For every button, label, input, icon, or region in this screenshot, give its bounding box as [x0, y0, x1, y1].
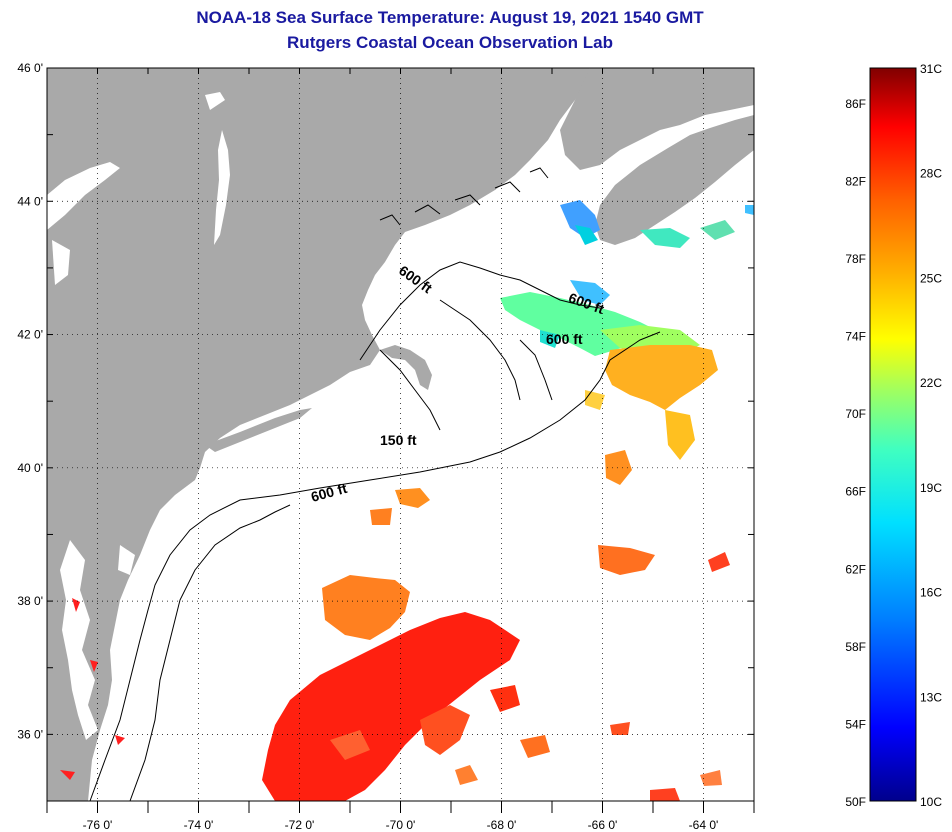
colorbar-fahrenheit-label: 86F	[845, 97, 866, 111]
colorbar-celsius-label: 25C	[920, 271, 942, 285]
land-new-brunswick	[560, 68, 754, 170]
land-us-mainland	[47, 68, 590, 801]
lake-champlain	[214, 130, 230, 245]
colorbar-celsius-label: 31C	[920, 62, 942, 76]
lon-tick-label: -70 0'	[386, 818, 416, 832]
delaware-bay	[118, 545, 135, 575]
lat-tick-label: 44 0'	[17, 194, 43, 208]
colorbar-fahrenheit-label: 66F	[845, 485, 866, 499]
colorbar-celsius-label: 28C	[920, 167, 942, 181]
lon-tick-label: -66 0'	[588, 818, 618, 832]
lat-tick-label: 46 0'	[17, 61, 43, 75]
lon-tick-label: -76 0'	[83, 818, 113, 832]
colorbar-fahrenheit-label: 82F	[845, 174, 866, 188]
colorbar-fahrenheit-label: 70F	[845, 407, 866, 421]
chesapeake-bay	[60, 540, 98, 740]
lat-tick-label: 36 0'	[17, 727, 43, 741]
sst-patches	[60, 200, 754, 801]
grid-lines	[47, 68, 754, 801]
land-long-island	[205, 408, 312, 452]
land-cape-cod	[380, 345, 432, 390]
colorbar-fahrenheit-label: 78F	[845, 252, 866, 266]
colorbar-celsius-label: 10C	[920, 795, 942, 809]
coastal-islands	[379, 167, 549, 226]
contour-label: 150 ft	[380, 432, 417, 448]
lake-ontario-edge	[47, 162, 120, 230]
lat-tick-label: 40 0'	[17, 461, 43, 475]
lake-interior-2	[52, 240, 70, 285]
lon-tick-label: -74 0'	[184, 818, 214, 832]
colorbar-fahrenheit-label: 74F	[845, 330, 866, 344]
lake-interior	[205, 92, 225, 110]
colorbar-fahrenheit-label: 58F	[845, 640, 866, 654]
colorbar-celsius-label: 22C	[920, 376, 942, 390]
lon-tick-label: -64 0'	[689, 818, 719, 832]
colorbar-celsius-label: 19C	[920, 481, 942, 495]
contour-label: 600 ft	[546, 331, 583, 347]
colorbar-ticks: 31C 28C 25C 22C 19C 16C 13C 10C 86F 82F 78F 74F 70F 6…	[845, 62, 942, 809]
lon-tick-label: -72 0'	[285, 818, 315, 832]
map-subtitle: Rutgers Coastal Ocean Observation Lab	[287, 33, 613, 52]
axis-ticks: 46 0' 44 0' 42 0' 40 0' 38 0' 36 0' -76 0' -74 …	[17, 61, 755, 832]
lon-tick-label: -68 0'	[487, 818, 517, 832]
colorbar-fahrenheit-label: 62F	[845, 562, 866, 576]
land-nova-scotia	[595, 115, 754, 245]
colorbar-fahrenheit-label: 54F	[845, 717, 866, 731]
lat-tick-label: 38 0'	[17, 594, 43, 608]
lat-tick-label: 42 0'	[17, 328, 43, 342]
colorbar	[869, 67, 917, 802]
map-title: NOAA-18 Sea Surface Temperature: August …	[196, 8, 704, 27]
colorbar-celsius-label: 16C	[920, 586, 942, 600]
colorbar-fahrenheit-label: 50F	[845, 795, 866, 809]
colorbar-celsius-label: 13C	[920, 690, 942, 704]
bathymetry-contours	[89, 261, 661, 801]
